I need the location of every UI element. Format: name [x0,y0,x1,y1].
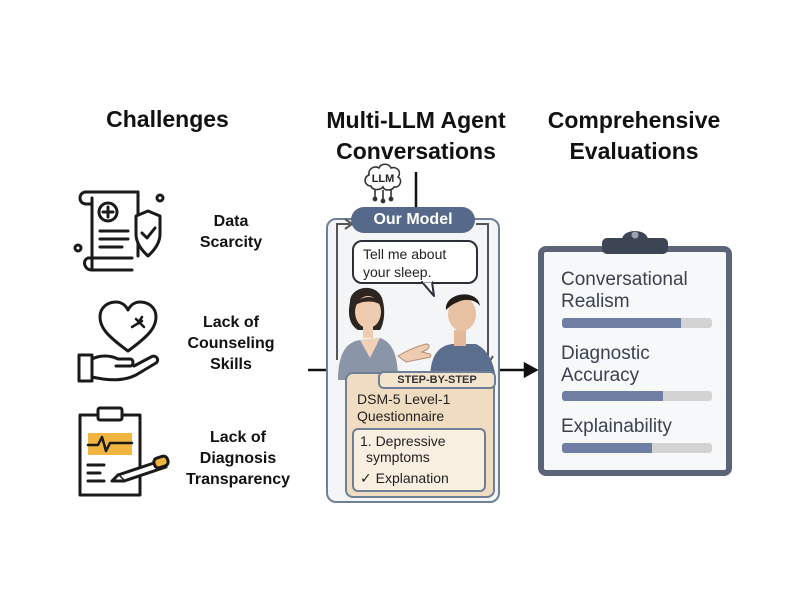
questionnaire-item-line: symptoms [366,449,430,465]
gesture-hand [397,343,432,363]
challenge-label-line: Skills [210,356,252,373]
metric-line: Conversational [561,269,688,290]
score-bar-fill [562,443,652,453]
llm-brain-icon [364,163,402,204]
challenge-label-counseling: Lack of Counseling Skills [172,312,290,375]
step-by-step-label: STEP-BY-STEP [378,371,496,389]
people-illustration [338,287,496,380]
questionnaire-item-box [352,428,486,492]
explanation-label: Explanation [375,470,449,486]
challenge-label-transparency: Lack of Diagnosis Transparency [174,427,302,490]
score-bar-track [562,443,712,453]
conversations-heading: Multi-LLM Agent Conversations [300,105,532,167]
questionnaire-title: DSM-5 Level-1 Questionnaire [357,391,450,425]
metric-diagnostic-accuracy: Diagnostic Accuracy [561,343,650,387]
challenge-label-line: Scarcity [199,234,263,251]
evaluations-heading: Comprehensive Evaluations [528,105,740,167]
metric-line: Explainability [561,416,672,437]
speech-line: your sleep. [363,264,432,280]
evaluations-heading-line1: Comprehensive [547,107,721,133]
challenge-label-line: Lack of [202,314,259,331]
explanation-row: ✓ Explanation [360,470,449,487]
clipboard-clip-icon [602,231,668,254]
metric-line: Diagnostic [561,343,650,364]
metric-line: Realism [561,291,630,312]
score-bar-track [562,318,712,328]
speech-line: Tell me about [363,246,447,262]
conversations-heading-line2: Conversations [336,138,496,164]
speech-bubble-tail [421,279,435,297]
evaluations-heading-line2: Evaluations [569,138,699,164]
metric-conversational-realism: Conversational Realism [561,269,688,313]
challenge-label-line: Data [213,213,249,230]
heart-hand-icon [77,300,160,383]
speech-bubble: Tell me about your sleep. [352,240,478,284]
challenge-label-line: Counseling [187,335,275,352]
score-bar-fill [562,318,681,328]
man-figure [430,294,496,380]
questionnaire-item-line: 1. Depressive [360,433,446,449]
challenge-label-line: Diagnosis [199,450,277,467]
questionnaire-title-line: Questionnaire [357,408,445,424]
metric-explainability: Explainability [561,416,672,438]
score-bar-fill [562,391,663,401]
checkmark-icon: ✓ [360,471,372,487]
challenges-heading: Challenges [106,106,229,132]
questionnaire-item: 1. Depressive symptoms [360,433,446,465]
questionnaire-title-line: DSM-5 Level-1 [357,391,451,407]
challenge-label-data-scarcity: Data Scarcity [186,211,276,253]
metric-line: Accuracy [561,365,640,386]
conversations-heading-line1: Multi-LLM Agent [326,107,506,133]
output-arrow-head [523,361,539,379]
challenge-label-line: Lack of [209,429,266,446]
clipboard-pen-icon [78,406,170,497]
challenge-label-line: Transparency [185,471,291,488]
score-bar-track [562,391,712,401]
loop-arrow-left [336,223,350,360]
loop-arrow-right [476,223,489,362]
document-shield-icon [73,190,165,272]
llm-label: LLM [371,173,395,185]
woman-figure [338,287,398,380]
our-model-label: Our Model [351,207,475,233]
